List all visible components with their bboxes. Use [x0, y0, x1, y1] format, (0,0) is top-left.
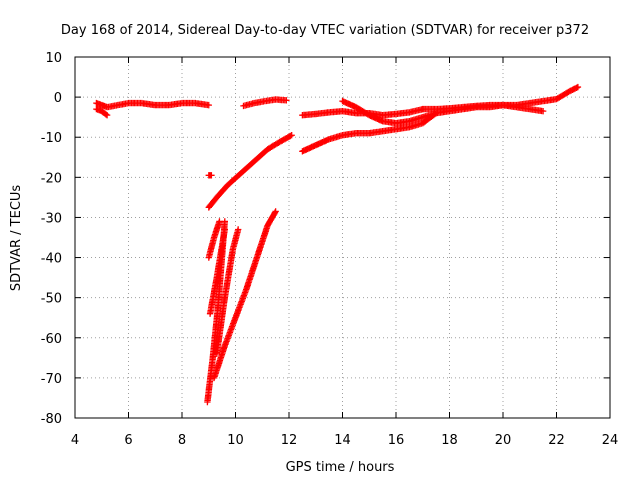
- x-tick-label: 18: [441, 433, 458, 448]
- data-point-marks: [93, 105, 111, 119]
- data-point-marks: [93, 99, 212, 111]
- series-track-g-curve: [205, 132, 295, 211]
- y-tick-label: -40: [41, 252, 62, 267]
- x-tick-label: 12: [281, 433, 298, 448]
- y-tick-label: 10: [45, 51, 62, 66]
- series-track-k-steep: [210, 208, 279, 382]
- series-track-a-early: [93, 99, 212, 111]
- series-track-l-steep: [213, 226, 242, 357]
- y-tick-label: -50: [41, 292, 62, 307]
- data-point-marks: [205, 172, 215, 179]
- series-isolated-point: [205, 172, 215, 179]
- x-tick-label: 8: [178, 433, 186, 448]
- x-tick-label: 24: [602, 433, 619, 448]
- series-track-d: [299, 109, 440, 155]
- data-point-marks: [240, 96, 290, 110]
- y-axis-label: SDTVAR / TECUs: [9, 185, 24, 292]
- x-tick-label: 22: [548, 433, 565, 448]
- x-tick-label: 4: [71, 433, 79, 448]
- data-point-marks: [213, 226, 242, 357]
- ticks: 4 6 8 10 12 14 16 18 20 22 24 10 0 -10 -20 -30 -40 -50 -60…: [41, 51, 619, 448]
- y-tick-label: -60: [41, 332, 62, 347]
- data-point-marks: [205, 218, 223, 261]
- data-point-marks: [205, 132, 295, 211]
- data-point-marks: [419, 101, 547, 115]
- y-tick-label: -30: [41, 211, 62, 226]
- data-points: [93, 83, 582, 406]
- x-axis-label: GPS time / hours: [286, 460, 395, 475]
- data-point-marks: [210, 208, 279, 382]
- data-point-marks: [299, 109, 440, 155]
- chart-title: Day 168 of 2014, Sidereal Day-to-day VTE…: [61, 23, 589, 38]
- y-tick-label: -10: [41, 131, 62, 146]
- series-track-f: [419, 101, 547, 115]
- y-tick-label: -70: [41, 372, 62, 387]
- y-tick-label: -80: [41, 412, 62, 427]
- series-track-a-early-offset: [93, 105, 111, 119]
- x-tick-label: 14: [334, 433, 351, 448]
- plot-frame: [74, 56, 611, 419]
- x-tick-label: 6: [124, 433, 132, 448]
- x-tick-label: 20: [495, 433, 512, 448]
- series-track-i-steep: [206, 226, 228, 317]
- y-tick-label: 0: [54, 91, 62, 106]
- series-track-b: [240, 96, 290, 110]
- series-track-j-steep: [205, 218, 223, 261]
- x-tick-label: 16: [388, 433, 405, 448]
- y-tick-label: -20: [41, 171, 62, 186]
- data-point-marks: [206, 226, 228, 317]
- x-tick-label: 10: [227, 433, 244, 448]
